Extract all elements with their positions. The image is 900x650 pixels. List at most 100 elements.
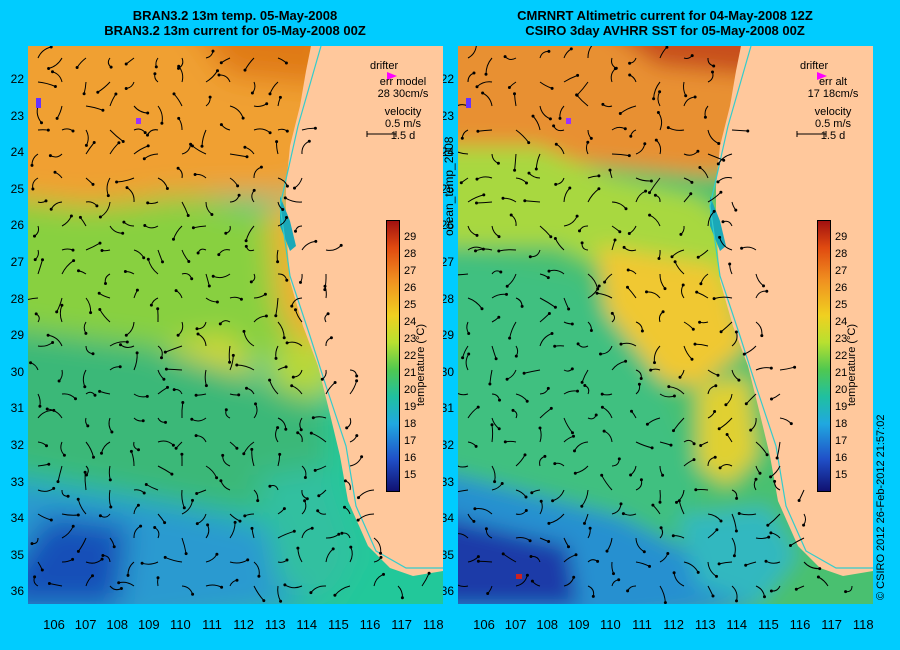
current-arrowhead xyxy=(316,509,320,513)
current-streamline xyxy=(373,537,382,554)
right-map-panel[interactable] xyxy=(458,46,873,604)
current-arrowhead xyxy=(698,166,702,169)
current-arrowhead xyxy=(493,480,497,484)
current-arrowhead xyxy=(156,576,160,580)
current-arrowhead xyxy=(83,470,87,474)
current-arrowhead xyxy=(228,360,232,364)
current-arrowhead xyxy=(146,133,149,137)
current-arrowhead xyxy=(715,574,718,578)
current-arrowhead xyxy=(644,189,648,193)
current-arrowhead xyxy=(529,555,533,558)
legend-drifter-label: drifter xyxy=(800,60,829,72)
current-arrowhead xyxy=(224,408,228,412)
current-streamline xyxy=(719,237,733,251)
longitude-tick-label: 113 xyxy=(694,617,716,632)
latitude-tick-label: 36 xyxy=(10,584,24,599)
current-arrowhead xyxy=(121,231,125,235)
current-arrowhead xyxy=(46,333,50,337)
current-arrowhead xyxy=(163,555,167,559)
current-arrowhead xyxy=(144,483,148,486)
current-arrowhead xyxy=(293,186,296,190)
current-arrowhead xyxy=(241,116,245,120)
current-arrowhead xyxy=(719,330,723,334)
current-arrowhead xyxy=(546,386,550,390)
current-streamline xyxy=(229,105,244,119)
current-arrowhead xyxy=(284,61,288,65)
longitude-tick-label: 117 xyxy=(391,617,412,632)
current-arrowhead xyxy=(194,434,198,438)
current-arrowhead xyxy=(121,140,125,143)
longitude-tick-label: 111 xyxy=(632,617,652,632)
current-arrowhead xyxy=(190,144,194,148)
current-arrowhead xyxy=(311,416,315,420)
current-arrowhead xyxy=(142,491,146,495)
current-streamline xyxy=(574,441,589,452)
current-arrowhead xyxy=(165,187,169,190)
current-arrowhead xyxy=(51,70,54,74)
current-streamline xyxy=(587,46,593,59)
current-arrowhead xyxy=(279,599,283,603)
colorbar-tick-label: 17 xyxy=(404,435,417,447)
current-arrowhead xyxy=(125,186,129,190)
current-streamline xyxy=(229,559,248,564)
current-arrowhead xyxy=(651,503,655,507)
current-arrowhead xyxy=(643,142,647,146)
current-arrowhead xyxy=(34,312,38,316)
colorbar-tick-label: 16 xyxy=(835,452,848,464)
current-arrowhead xyxy=(716,180,720,184)
current-arrowhead xyxy=(538,426,542,430)
current-arrowhead xyxy=(48,154,52,158)
colorbar-tick-label: 28 xyxy=(835,248,848,260)
current-arrowhead xyxy=(513,92,516,96)
current-arrowhead xyxy=(692,442,696,446)
current-arrowhead xyxy=(769,475,773,479)
current-arrowhead xyxy=(245,386,248,390)
left-map-panel[interactable] xyxy=(28,46,443,604)
current-arrowhead xyxy=(76,513,80,517)
current-arrowhead xyxy=(142,256,146,260)
current-arrowhead xyxy=(211,274,215,278)
current-arrowhead xyxy=(170,472,174,476)
current-arrowhead xyxy=(215,300,219,304)
current-arrowhead xyxy=(355,379,359,383)
current-streamline xyxy=(539,105,551,120)
current-arrowhead xyxy=(76,497,80,501)
current-arrowhead xyxy=(174,446,178,450)
current-streamline xyxy=(515,129,530,143)
current-arrowhead xyxy=(595,291,599,295)
current-arrowhead xyxy=(694,488,698,492)
current-arrowhead xyxy=(218,322,222,326)
longitude-tick-label: 114 xyxy=(296,617,318,632)
current-arrowhead xyxy=(343,479,347,483)
current-arrowhead xyxy=(135,288,139,292)
current-arrowhead xyxy=(619,342,623,346)
current-arrowhead xyxy=(108,478,112,482)
legend-days: 1.5 d xyxy=(390,130,416,142)
current-arrowhead xyxy=(281,208,285,211)
current-streamline xyxy=(548,513,565,524)
current-arrowhead xyxy=(172,388,176,392)
current-arrowhead xyxy=(547,521,551,525)
current-arrowhead xyxy=(355,434,359,438)
current-arrowhead xyxy=(734,208,738,212)
legend-err-label: err alt xyxy=(818,76,848,88)
current-arrowhead xyxy=(765,453,769,457)
current-arrowhead xyxy=(123,270,127,273)
current-arrowhead xyxy=(586,140,590,144)
current-arrowhead xyxy=(653,193,657,197)
colorbar-tick-label: 25 xyxy=(835,299,848,311)
current-arrowhead xyxy=(600,405,604,409)
current-arrowhead xyxy=(613,238,617,242)
current-arrowhead xyxy=(124,87,128,90)
current-arrowhead xyxy=(307,139,311,143)
legend-days: 1.5 d xyxy=(820,130,846,142)
current-arrowhead xyxy=(285,558,289,562)
current-streamline xyxy=(85,558,103,564)
current-arrowhead xyxy=(650,446,654,450)
current-arrowhead xyxy=(667,385,671,389)
current-arrowhead xyxy=(725,433,729,436)
colorbar-tick-label: 29 xyxy=(404,231,417,243)
current-arrowhead xyxy=(589,329,593,332)
colorbar-left-ticks: 29 28 27 26 25 24 23 22 21 20 19 18 17 16 15 xyxy=(404,220,424,492)
current-arrowhead xyxy=(597,174,601,178)
